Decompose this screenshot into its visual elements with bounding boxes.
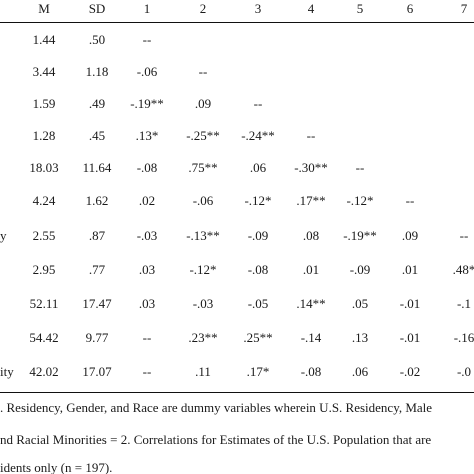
table-cell: -.09: [349, 262, 371, 277]
table-cell: --: [142, 32, 152, 47]
table-cell: 4.24: [32, 193, 56, 208]
table-cell: -.0: [456, 364, 472, 379]
column-header: 1: [143, 1, 151, 16]
table-cell: .01: [302, 262, 320, 277]
column-header: 2: [199, 1, 207, 16]
table-cell: -.02: [399, 364, 421, 379]
table-cell: .03: [138, 262, 156, 277]
table-cell: .05: [351, 296, 369, 311]
column-header: SD: [88, 1, 106, 16]
table-cell: -.06: [136, 64, 158, 79]
table-note-line: idents only (n = 197).: [0, 460, 113, 474]
table-cell: .87: [88, 228, 106, 243]
table-cell: 42.02: [29, 364, 59, 379]
table-cell: -.01: [399, 296, 421, 311]
table-cell: --: [142, 364, 152, 379]
row-label: ity: [0, 364, 14, 379]
table-cell: 3.44: [32, 64, 56, 79]
table-cell: 17.07: [82, 364, 112, 379]
table-cell: -.08: [300, 364, 322, 379]
table-cell: -.01: [399, 330, 421, 345]
table-cell: --: [355, 160, 365, 175]
table-cell: -.1: [456, 296, 472, 311]
table-cell: .77: [88, 262, 106, 277]
table-cell: -.03: [192, 296, 214, 311]
table-cell: 18.03: [29, 160, 59, 175]
table-cell: -.13**: [186, 228, 220, 243]
table-cell: .23**: [188, 330, 218, 345]
table-cell: .25**: [243, 330, 273, 345]
table-top-rule: [0, 22, 474, 23]
table-cell: .13*: [135, 128, 159, 143]
table-cell: -.14: [300, 330, 322, 345]
table-cell: --: [306, 128, 316, 143]
table-cell: .17*: [246, 364, 270, 379]
table-cell: 17.47: [82, 296, 112, 311]
table-cell: .48*: [452, 262, 474, 277]
table-cell: .14**: [296, 296, 326, 311]
column-header: 3: [254, 1, 262, 16]
table-cell: --: [142, 330, 152, 345]
table-cell: -.08: [247, 262, 269, 277]
table-cell: .50: [88, 32, 106, 47]
table-cell: 1.59: [32, 96, 56, 111]
table-cell: .01: [401, 262, 419, 277]
table-cell: .45: [88, 128, 106, 143]
table-cell: 11.64: [82, 160, 112, 175]
table-cell: --: [198, 64, 208, 79]
table-note-line: nd Racial Minorities = 2. Correlations f…: [0, 432, 432, 447]
table-cell: .17**: [296, 193, 326, 208]
table-cell: --: [459, 228, 469, 243]
table-cell: 54.42: [29, 330, 59, 345]
table-cell: -.09: [247, 228, 269, 243]
table-cell: 1.28: [32, 128, 56, 143]
column-header: 4: [307, 1, 315, 16]
table-cell: 2.95: [32, 262, 56, 277]
table-note-line: . Residency, Gender, and Race are dummy …: [0, 400, 433, 415]
table-cell: -.16: [453, 330, 474, 345]
row-label: y: [0, 228, 7, 243]
column-header: 6: [406, 1, 414, 16]
table-cell: .09: [194, 96, 212, 111]
column-header: 7: [460, 1, 468, 16]
column-header: 5: [356, 1, 364, 16]
table-cell: -.12*: [244, 193, 272, 208]
table-bottom-rule: [0, 392, 474, 393]
table-cell: -.03: [136, 228, 158, 243]
table-cell: -.30**: [294, 160, 328, 175]
table-cell: -.08: [136, 160, 158, 175]
table-cell: .13: [351, 330, 369, 345]
table-cell: -.19**: [130, 96, 164, 111]
table-cell: .75**: [188, 160, 218, 175]
table-cell: -.06: [192, 193, 214, 208]
table-cell: .02: [138, 193, 156, 208]
table-cell: 1.18: [85, 64, 109, 79]
table-cell: .09: [401, 228, 419, 243]
table-cell: 9.77: [85, 330, 109, 345]
table-cell: .03: [138, 296, 156, 311]
table-cell: -.24**: [241, 128, 275, 143]
table-cell: .11: [195, 364, 211, 379]
table-cell: --: [253, 96, 263, 111]
table-cell: -.19**: [343, 228, 377, 243]
table-cell: 1.62: [85, 193, 109, 208]
table-cell: 2.55: [32, 228, 56, 243]
table-cell: -.12*: [346, 193, 374, 208]
table-cell: .49: [88, 96, 106, 111]
table-cell: 52.11: [29, 296, 59, 311]
table-cell: .06: [351, 364, 369, 379]
table-cell: -.05: [247, 296, 269, 311]
table-cell: -.25**: [186, 128, 220, 143]
column-header: M: [38, 1, 50, 16]
table-cell: -.12*: [189, 262, 217, 277]
table-cell: .06: [249, 160, 267, 175]
table-cell: .08: [302, 228, 320, 243]
table-cell: 1.44: [32, 32, 56, 47]
table-cell: --: [405, 193, 415, 208]
